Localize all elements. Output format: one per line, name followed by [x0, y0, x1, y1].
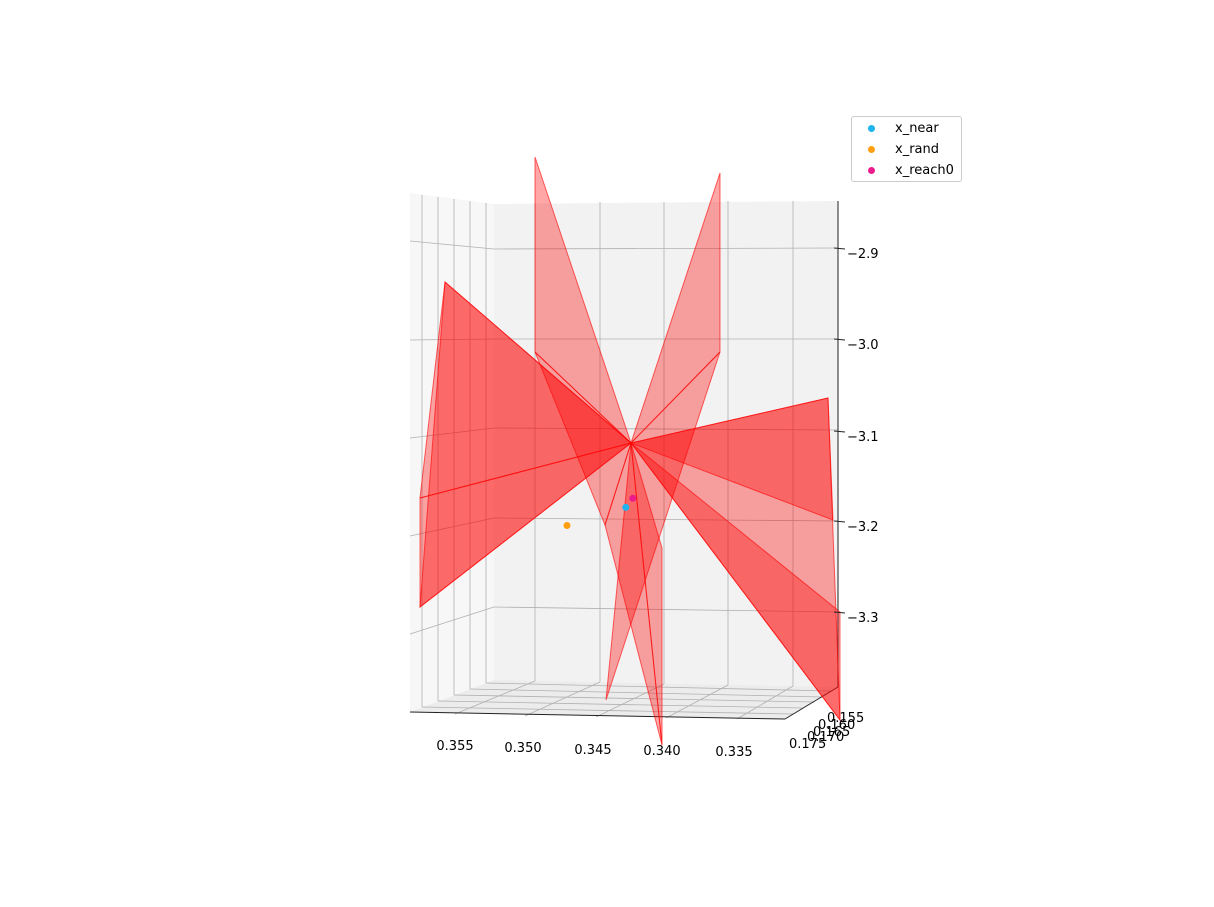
y-tick-label-2: 0.165 — [813, 725, 850, 740]
z-tick-mark-4 — [833, 611, 846, 614]
surface-12 — [630, 442, 663, 746]
tick-labels: 0.355 0.350 0.345 0.340 0.335 −2.9 −3.0 −3.1 −3.… — [436, 247, 878, 760]
surface-4 — [605, 351, 721, 701]
surface-7 — [419, 280, 632, 609]
legend-item-x_near: x_near — [852, 118, 961, 139]
surface-10 — [630, 442, 841, 722]
y-tick-label-1: 0.160 — [818, 718, 855, 733]
point-x_near — [622, 503, 630, 511]
back-pane — [494, 201, 838, 687]
z-tick-mark-1 — [833, 338, 846, 341]
legend-label: x_near — [895, 121, 939, 136]
x-tick-label-4: 0.335 — [715, 745, 752, 760]
axis-lines — [409, 201, 839, 720]
legend-item-x_rand: x_rand — [852, 139, 961, 160]
x-tick-label-1: 0.350 — [504, 741, 541, 756]
z-tick-mark-2 — [833, 430, 846, 433]
point-x_reach0 — [629, 494, 637, 502]
x-tick-label-0: 0.355 — [436, 739, 473, 754]
z-tick-label-2: −3.1 — [847, 430, 879, 445]
legend-marker — [868, 146, 875, 153]
legend-item-x_reach0: x_reach0 — [852, 160, 961, 181]
z-tick-label-4: −3.3 — [847, 611, 879, 626]
grid-lines — [409, 195, 839, 720]
legend-marker — [868, 125, 875, 132]
legend-label: x_reach0 — [895, 163, 954, 178]
z-tick-mark-0 — [833, 247, 846, 250]
z-tick-label-0: −2.9 — [847, 247, 879, 262]
x-tick-label-2: 0.345 — [574, 743, 611, 758]
legend: x_near x_rand x_reach0 — [851, 116, 962, 182]
y-tick-label-4: 0.175 — [789, 737, 826, 752]
legend-marker — [868, 167, 875, 174]
z-tick-label-3: −3.2 — [847, 520, 879, 535]
left-pane — [410, 193, 494, 712]
reachable-set-surfaces — [419, 156, 841, 746]
point-x_rand — [563, 522, 571, 529]
y-tick-label-0: 0.155 — [827, 711, 864, 726]
legend-label: x_rand — [895, 142, 939, 157]
z-tick-mark-3 — [833, 520, 846, 523]
y-tick-label-3: 0.170 — [807, 730, 844, 745]
x-tick-label-3: 0.340 — [643, 744, 680, 759]
z-tick-label-1: −3.0 — [847, 338, 879, 353]
scatter-points — [563, 494, 637, 529]
surface-9 — [629, 397, 834, 521]
